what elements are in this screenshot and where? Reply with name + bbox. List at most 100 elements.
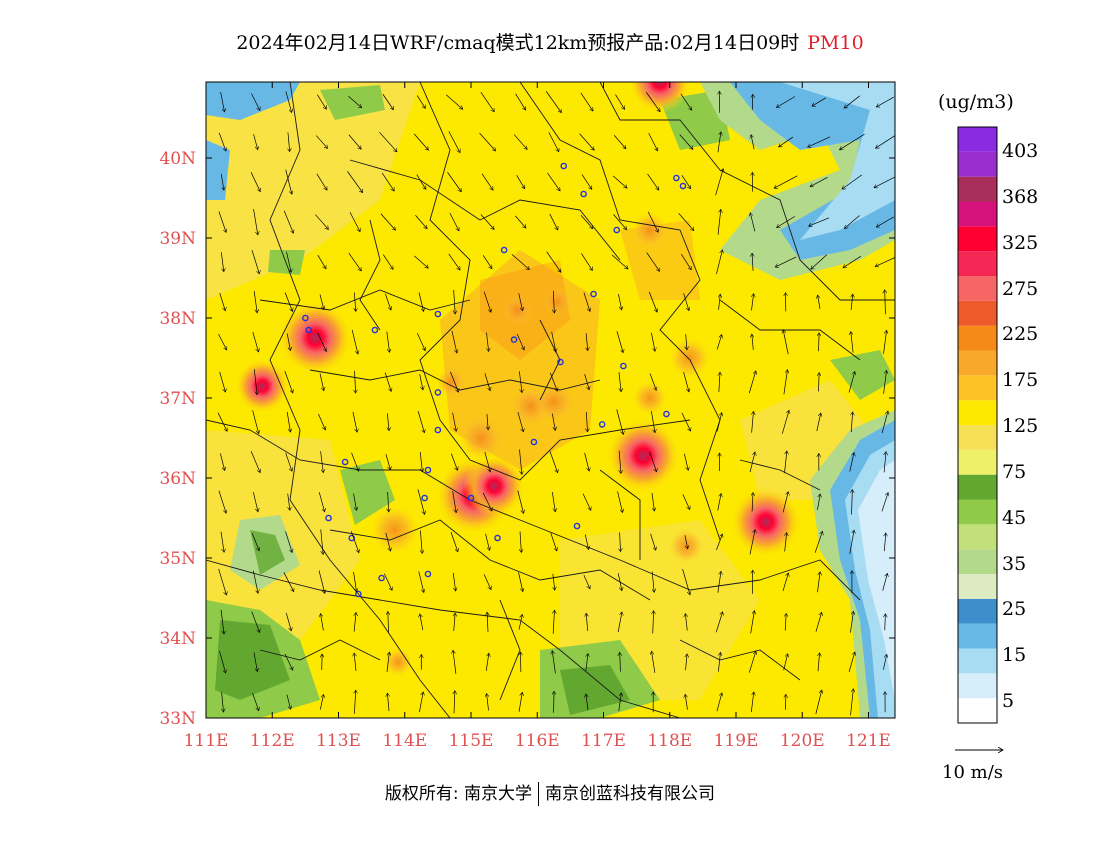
wind-arrow: [715, 169, 724, 196]
wind-arrow: [815, 690, 822, 715]
wind-arrow: [784, 451, 786, 474]
wind-arrow: [288, 493, 290, 511]
wind-arrow: [851, 412, 852, 433]
colorbar-swatch: [958, 151, 997, 177]
wind-arrow: [653, 611, 654, 634]
wind-arrow: [749, 452, 755, 473]
wind-arrow: [388, 492, 389, 512]
wind-arrow: [815, 612, 822, 632]
wind-arrow: [517, 490, 524, 513]
wind-arrow: [452, 572, 455, 591]
wind-arrow: [647, 173, 659, 190]
city-marker: [530, 438, 538, 446]
wind-arrow: [283, 210, 293, 234]
wind-arrow: [518, 614, 522, 630]
wind-arrow: [388, 611, 389, 633]
city-marker: [557, 358, 564, 366]
wind-arrow: [715, 612, 722, 633]
wind-arrow: [217, 412, 227, 432]
wind-arrow: [348, 252, 362, 271]
wind-arrow: [319, 694, 323, 710]
pollution-hotspot: [371, 506, 418, 554]
wind-arrow: [613, 214, 626, 229]
city-marker: [467, 494, 475, 502]
wind-arrow: [580, 92, 593, 111]
wind-arrow: [586, 654, 588, 671]
wind-arrow: [284, 653, 293, 670]
wind-arrow: [553, 610, 554, 634]
wind-arrow: [783, 370, 788, 395]
wind-arrow: [448, 131, 460, 152]
wind-arrow: [876, 216, 894, 227]
wind-arrow: [383, 573, 392, 591]
wind-arrow: [884, 533, 885, 552]
wind-arrow: [881, 411, 888, 434]
colorbar-swatch: [958, 226, 997, 252]
wind-arrow: [250, 172, 260, 191]
wind-arrow: [611, 254, 628, 269]
wind-vectors: [217, 91, 895, 716]
wind-arrow: [482, 492, 492, 511]
colorbar-swatch: [958, 176, 997, 202]
wind-arrow: [619, 450, 621, 473]
city-marker: [598, 421, 606, 428]
plot-area: [206, 82, 895, 718]
wind-arrow: [613, 134, 626, 149]
wind-arrow: [219, 293, 226, 311]
wind-arrow: [749, 530, 755, 555]
wind-arrow: [453, 650, 457, 674]
wind-arrow: [486, 332, 488, 351]
wind-arrow: [420, 530, 422, 553]
wind-arrow: [487, 612, 488, 632]
pollution-hotspot: [731, 487, 801, 557]
colorbar-label: 403: [1002, 140, 1039, 162]
wind-arrow: [284, 370, 293, 393]
wind-arrow: [387, 693, 389, 711]
wind-arrow: [616, 331, 623, 353]
wind-arrow: [351, 452, 359, 472]
wind-arrow: [781, 410, 789, 434]
lon-label: 120E: [780, 731, 825, 751]
wind-arrow: [286, 251, 292, 273]
wind-arrow: [679, 134, 693, 150]
colorbar-swatch: [958, 598, 997, 624]
wind-arrow: [450, 531, 458, 552]
city-marker: [500, 246, 508, 254]
wind-arrow: [452, 412, 457, 432]
wind-arrow: [584, 452, 590, 471]
wind-arrow: [317, 255, 327, 269]
city-marker: [341, 458, 349, 466]
wind-arrow: [844, 215, 860, 229]
wind-arrow: [586, 412, 587, 432]
wind-arrow: [381, 172, 394, 191]
wind-arrow: [775, 256, 797, 267]
wind-arrow: [777, 216, 796, 228]
wind-arrow: [617, 491, 623, 512]
city-marker: [424, 570, 432, 578]
wind-arrow: [420, 614, 424, 631]
wind-arrow: [875, 257, 895, 266]
wind-arrow: [253, 208, 258, 235]
wind-arrow: [250, 451, 260, 472]
city-marker: [573, 522, 581, 530]
colorbar-swatch: [958, 325, 997, 351]
wind-arrow: [251, 93, 259, 111]
lon-label: 116E: [515, 731, 560, 751]
wind-arrow: [285, 169, 292, 194]
wind-arrow: [752, 493, 753, 512]
colorbar-swatch: [958, 499, 997, 525]
wind-arrow: [680, 93, 692, 110]
wind-arrow: [315, 214, 328, 230]
wind-arrow: [874, 176, 895, 187]
wind-arrow: [645, 92, 660, 112]
wind-arrow: [716, 693, 722, 712]
latitude-labels: 33N 34N 35N 36N 37N 38N 39N 40N: [159, 149, 196, 729]
wind-arrow: [414, 255, 428, 268]
wind-arrow: [517, 412, 523, 432]
colorbar: [957, 126, 998, 724]
wind-arrow: [875, 135, 895, 148]
title-text: 2024年02月14日WRF/cmaq模式12km预报产品:02月14日09时: [236, 32, 800, 54]
wind-arrow: [553, 573, 555, 590]
wind-arrow: [751, 294, 753, 311]
wind-arrow: [352, 411, 357, 432]
